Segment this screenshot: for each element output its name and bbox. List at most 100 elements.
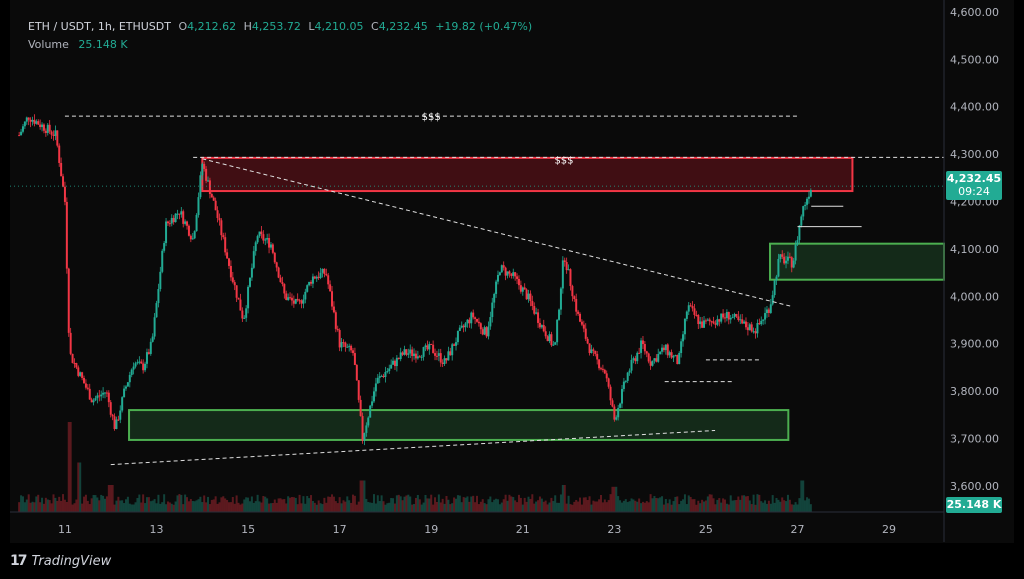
candle-body [39,124,42,128]
candle-body [237,297,240,300]
volume-bar [432,504,435,512]
candlestick-chart[interactable]: 3,600.00 3,700.00 3,800.00 3,900.00 4,000.00… [10,0,1014,543]
candle-body [115,419,118,430]
volume-bar [523,497,526,512]
volume-bar [186,497,189,512]
volume-bar [205,502,208,512]
volume-bar [632,499,635,512]
candle-body [699,321,702,325]
volume-bar [788,499,791,512]
volume-bar [210,499,213,512]
volume-bar [722,498,725,512]
candle-body [182,211,185,224]
volume-bar [744,496,747,512]
candle-body [294,298,297,304]
volume-bar [785,501,788,512]
volume-bar [746,496,749,512]
volume-bar [508,494,511,512]
candle-body [325,273,328,276]
volume-bar [558,502,561,512]
candle-body [607,378,610,387]
candle-body [640,340,643,353]
volume-bar [794,502,797,512]
candle-body [199,175,202,198]
volume-bar [27,494,30,512]
volume-bar [512,497,515,512]
candle-body [456,330,459,343]
candle-body [138,361,141,363]
candle-body [691,306,694,309]
candle-body [104,392,107,394]
candle-body [353,353,356,365]
candle-body [189,235,192,240]
volume-bar [207,496,210,512]
chart-area[interactable]: 3,600.00 3,700.00 3,800.00 3,900.00 4,000.00… [10,0,1014,543]
candle-body [136,362,139,364]
volume-bar [741,495,744,512]
volume-bar [521,504,524,512]
candle-body [666,344,669,356]
volume-bar [104,498,107,512]
tradingview-brand: TradingView [31,553,112,569]
candle-body [352,350,355,354]
candle-body [166,221,169,224]
volume-bar [197,499,200,512]
volume-bar [401,500,404,512]
candle-body [323,268,326,274]
volume-bar [231,496,234,512]
volume-bar [796,504,799,512]
volume-bar [319,503,322,512]
volume-bar [115,500,118,512]
volume-bar [779,501,782,512]
volume-bar [50,503,53,512]
volume-bar [35,496,38,512]
volume-bar [743,495,746,512]
volume-bar [598,499,601,512]
volume-bar [42,503,45,512]
volume-bar [258,501,261,512]
candle-body [439,353,442,363]
volume-bar [174,501,177,512]
tradingview-footer[interactable]: 17 TradingView [10,550,111,572]
volume-bar [313,502,316,512]
volume-bar [113,504,116,512]
candle-body [807,196,810,199]
volume-bar [464,497,467,512]
candle-body [785,260,788,264]
candle-body [779,254,782,259]
volume-bar [298,494,301,512]
candle-body [258,231,261,237]
volume-row[interactable]: Volume 25.148 K [28,36,532,54]
volume-bar [184,494,187,512]
volume-bar [399,496,402,512]
candle-body [626,372,629,381]
candle-body [304,291,307,300]
candle-body [88,388,91,400]
volume-bar [579,497,582,512]
volume-bar [180,494,183,512]
candle-body [94,398,97,401]
candle-body [157,289,160,304]
volume-bar [300,503,303,512]
candle-body [83,377,86,384]
volume-layer [18,422,812,512]
candle-body [462,325,465,328]
volume-bar [90,498,93,512]
volume-bar [584,497,587,512]
candle-body [769,304,772,313]
volume-bar [182,504,185,512]
candle-body [657,354,660,362]
volume-bar [704,500,707,512]
symbol-title[interactable]: ETH / USDT, 1h, ETHUSDT [28,20,171,33]
volume-bar [620,502,623,512]
volume-bar [142,494,145,512]
candle-body [376,377,379,384]
candle-body [165,221,168,244]
volume-bar [195,500,198,512]
candle-body [63,186,66,202]
candle-body [628,370,631,373]
candle-body [460,325,463,328]
candle-body [548,334,551,342]
ohlc-row[interactable]: ETH / USDT, 1h, ETHUSDT O4,212.62 H4,253… [28,18,532,36]
volume-bar [233,503,236,512]
